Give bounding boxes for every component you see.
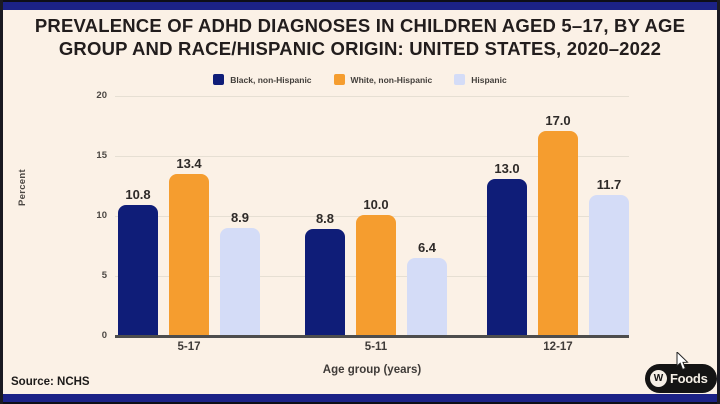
legend-swatch-icon: [213, 74, 225, 85]
legend-item-0: Black, non-Hispanic: [213, 74, 312, 85]
bar-5-17-series-0: [118, 205, 158, 335]
bar-5-17-series-1: [169, 174, 209, 335]
chart-title-line-1: PREVALENCE OF ADHD DIAGNOSES IN CHILDREN…: [34, 15, 686, 36]
logo-text: Foods: [670, 371, 708, 386]
x-tick-label-12-17: 12-17: [543, 341, 573, 353]
value-label-5-11-series-0: 8.8: [315, 211, 335, 227]
legend-swatch-icon: [333, 74, 345, 85]
x-tick-label-5-11: 5-11: [364, 341, 388, 353]
foods-logo-badge[interactable]: W Foods: [645, 364, 717, 393]
logo-w-icon: W: [650, 370, 667, 387]
y-tick-label-20: 20: [96, 90, 107, 101]
value-label-5-11-series-1: 10.0: [363, 197, 389, 212]
legend-label: Hispanic: [471, 74, 507, 85]
bar-5-17-series-2: [220, 228, 260, 335]
x-axis-title: Age group (years): [322, 364, 422, 376]
gridline-15: [115, 156, 629, 157]
y-tick-label-10: 10: [96, 210, 107, 221]
chart-title-line-2: GROUP AND RACE/HISPANIC ORIGIN: UNITED S…: [58, 38, 662, 60]
bar-5-11-series-2: [407, 258, 447, 335]
legend-item-2: Hispanic: [454, 74, 507, 85]
legend: Black, non-Hispanic White, non-Hispanic Hi…: [3, 74, 717, 85]
source-note: Source: NCHS: [11, 376, 90, 388]
legend-label: Black, non-Hispanic: [230, 74, 312, 85]
mouse-cursor-icon: [676, 352, 689, 371]
y-tick-label-0: 0: [101, 330, 107, 341]
y-tick-label-15: 15: [96, 150, 107, 161]
bar-5-11-series-0: [305, 229, 345, 335]
legend-item-1: White, non-Hispanic: [333, 74, 433, 85]
plot-area: 10.8 8.8 13.0 13.4 10.0 17.0 8.9 6.4 11.7: [115, 96, 629, 338]
value-label-5-17-series-0: 10.8: [125, 187, 151, 203]
gridline-20: [115, 96, 629, 97]
bar-12-17-series-1: [538, 131, 578, 335]
legend-swatch-icon: [454, 74, 466, 85]
value-label-5-17-series-2: 8.9: [230, 210, 250, 226]
value-label-5-17-series-1: 13.4: [176, 156, 202, 172]
value-label-12-17-series-2: 11.7: [596, 176, 622, 192]
bar-12-17-series-2: [589, 194, 629, 335]
top-banner: [3, 0, 717, 10]
x-axis-line: [115, 335, 629, 338]
bar-12-17-series-0: [487, 179, 527, 335]
bottom-banner: [3, 394, 717, 404]
y-axis-title: Percent: [17, 169, 28, 206]
legend-label: White, non-Hispanic: [350, 74, 433, 85]
chart-title: PREVALENCE OF ADHD DIAGNOSES IN CHILDREN…: [3, 14, 717, 60]
y-tick-label-5: 5: [101, 270, 107, 281]
bar-5-11-series-1: [356, 215, 396, 335]
value-label-12-17-series-1: 17.0: [545, 113, 571, 128]
value-label-12-17-series-0: 13.0: [494, 161, 520, 176]
value-label-5-11-series-2: 6.4: [417, 240, 437, 256]
x-tick-label-5-17: 5-17: [177, 341, 201, 353]
